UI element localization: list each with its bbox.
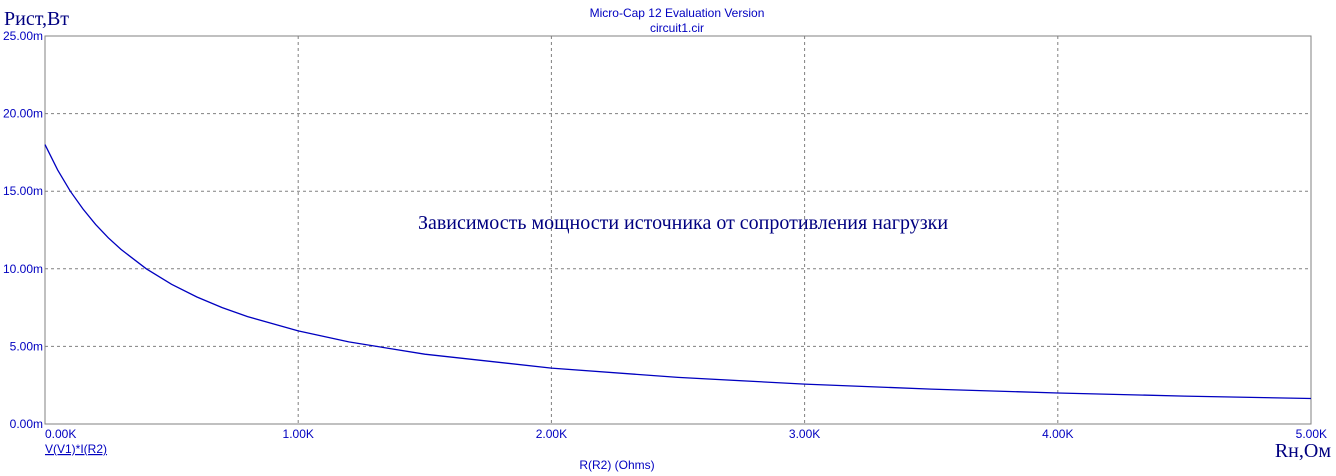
y-axis-label: Рист,Вт <box>4 8 69 30</box>
x-axis-label: R(R2) (Ohms) <box>579 458 654 472</box>
legend-series-name[interactable]: V(V1)*I(R2) <box>45 442 107 456</box>
y-tick-label: 5.00m <box>10 339 43 353</box>
x-tick-label: 0.00K <box>45 427 76 441</box>
x-tick-label: 4.00K <box>1042 427 1073 441</box>
y-tick-label: 25.00m <box>3 29 43 43</box>
y-tick-label: 10.00m <box>3 262 43 276</box>
grid-lines <box>45 36 1311 424</box>
chart-title: Micro-Cap 12 Evaluation Version <box>590 6 765 20</box>
x-tick-label: 2.00K <box>536 427 567 441</box>
x-axis-label-user: Rн,Ом <box>1275 440 1331 462</box>
plot-frame <box>44 35 1312 425</box>
y-tick-label: 20.00m <box>3 107 43 121</box>
chart-subtitle: circuit1.cir <box>650 21 704 35</box>
annotation-text: Зависимость мощности источника от сопрот… <box>418 212 948 234</box>
x-tick-label: 5.00K <box>1296 427 1327 441</box>
x-tick-label: 1.00K <box>283 427 314 441</box>
y-tick-labels: 0.00m 5.00m 10.00m 15.00m 20.00m 25.00m <box>3 29 43 431</box>
x-tick-label: 3.00K <box>789 427 820 441</box>
y-tick-label: 15.00m <box>3 184 43 198</box>
y-tick-label: 0.00m <box>10 417 43 431</box>
series-line[interactable] <box>44 144 1312 400</box>
x-tick-labels: 0.00K 1.00K 2.00K 3.00K 4.00K 5.00K <box>45 427 1327 441</box>
